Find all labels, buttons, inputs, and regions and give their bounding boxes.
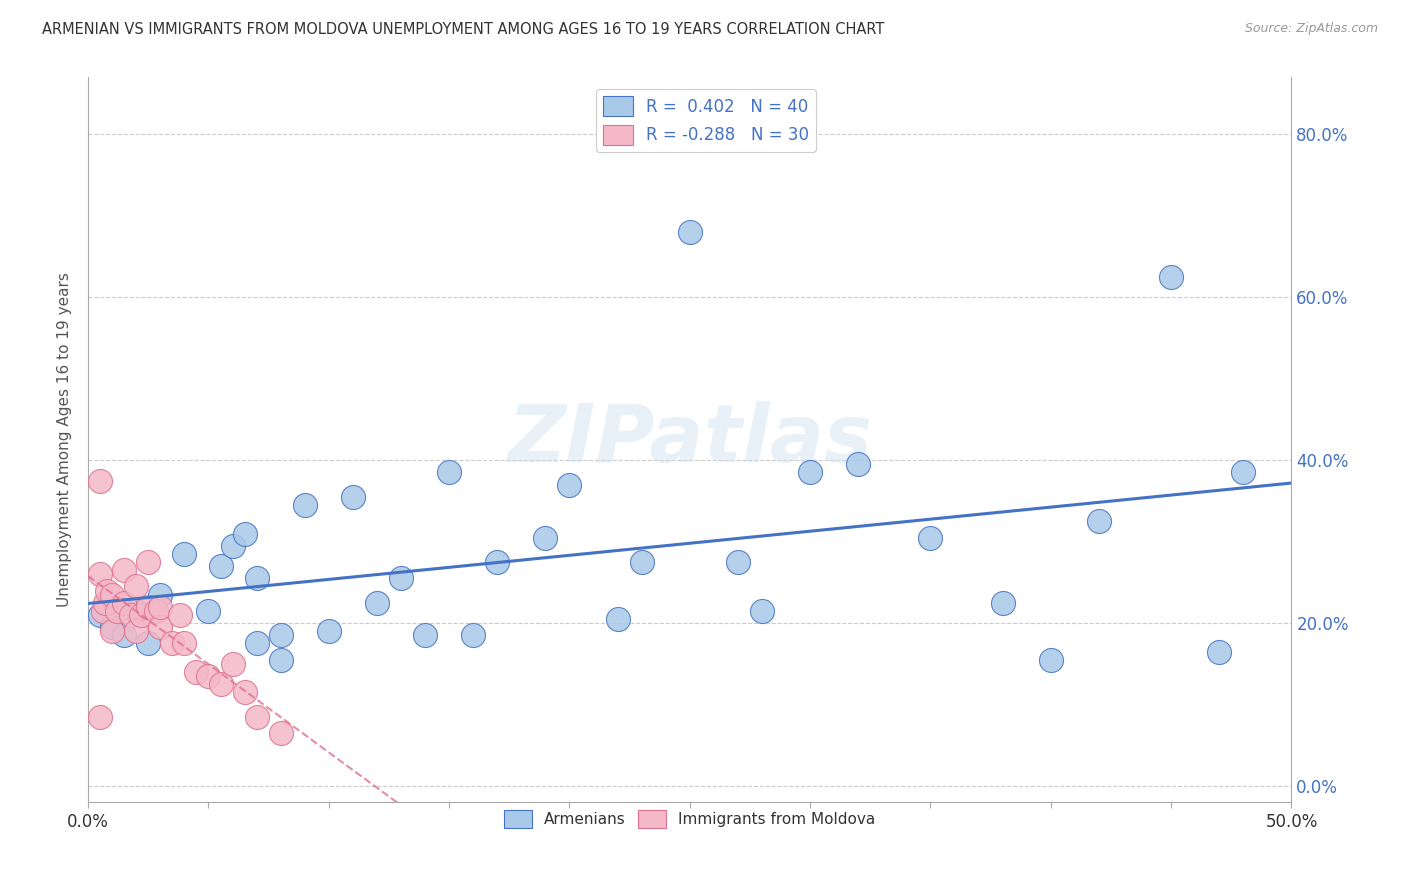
Point [318,624,340,639]
Point [1232,466,1254,480]
Point [101,588,124,602]
Point [91,604,114,618]
Point [136,555,159,569]
Point [112,596,135,610]
Point [437,466,460,480]
Point [630,555,652,569]
Legend: Armenians, Immigrants from Moldova: Armenians, Immigrants from Moldova [498,804,882,835]
Point [389,571,412,585]
Point [197,604,219,618]
Point [606,612,628,626]
Point [121,607,143,622]
Point [105,604,128,618]
Point [920,531,942,545]
Point [149,620,172,634]
Point [342,490,364,504]
Point [751,604,773,618]
Point [149,599,172,614]
Point [270,726,292,740]
Point [169,607,191,622]
Point [89,607,111,622]
Point [136,636,159,650]
Point [246,710,269,724]
Point [679,225,702,239]
Point [145,604,167,618]
Point [89,567,111,582]
Point [173,636,195,650]
Point [233,685,256,699]
Point [112,563,135,577]
Point [727,555,749,569]
Point [413,628,436,642]
Point [246,636,269,650]
Point [246,571,269,585]
Point [125,579,148,593]
Point [136,599,159,614]
Point [366,596,388,610]
Text: Source: ZipAtlas.com: Source: ZipAtlas.com [1244,22,1378,36]
Point [125,604,148,618]
Point [1088,514,1111,528]
Point [486,555,509,569]
Point [1208,644,1230,658]
Point [96,583,118,598]
Point [186,665,208,679]
Point [209,559,232,574]
Point [173,547,195,561]
Point [1039,653,1062,667]
Point [149,588,172,602]
Point [197,669,219,683]
Point [463,628,485,642]
Point [270,653,292,667]
Point [558,477,581,491]
Point [101,620,124,634]
Text: ARMENIAN VS IMMIGRANTS FROM MOLDOVA UNEMPLOYMENT AMONG AGES 16 TO 19 YEARS CORRE: ARMENIAN VS IMMIGRANTS FROM MOLDOVA UNEM… [42,22,884,37]
Point [129,607,152,622]
Point [94,596,117,610]
Point [991,596,1014,610]
Text: ZIPatlas: ZIPatlas [508,401,872,479]
Point [162,636,184,650]
Point [846,457,869,471]
Point [233,526,256,541]
Point [125,624,148,639]
Point [101,624,124,639]
Point [89,474,111,488]
Y-axis label: Unemployment Among Ages 16 to 19 years: Unemployment Among Ages 16 to 19 years [58,272,72,607]
Point [209,677,232,691]
Point [799,466,821,480]
Point [294,498,316,512]
Point [221,539,243,553]
Point [221,657,243,671]
Point [534,531,557,545]
Point [112,628,135,642]
Point [89,710,111,724]
Point [1160,270,1182,285]
Point [270,628,292,642]
